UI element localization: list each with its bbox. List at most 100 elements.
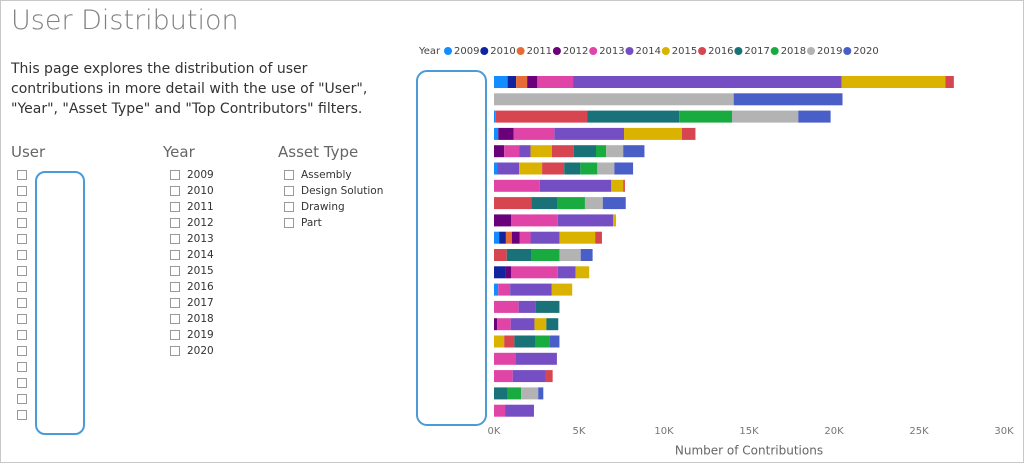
bar-segment bbox=[584, 197, 603, 210]
bar-segment bbox=[527, 76, 538, 88]
slicer-title: User bbox=[11, 143, 46, 161]
slicer-item[interactable] bbox=[17, 263, 34, 279]
slicer-item-label: Drawing bbox=[301, 201, 345, 213]
x-tick-label: 30K bbox=[994, 426, 1014, 437]
slicer-item[interactable] bbox=[17, 343, 34, 359]
bar-segment bbox=[538, 387, 544, 400]
bar-segment bbox=[573, 145, 596, 158]
slicer-item[interactable]: 2016 bbox=[170, 279, 214, 295]
slicer-item[interactable]: 2015 bbox=[170, 263, 214, 279]
slicer-item[interactable]: 2017 bbox=[170, 295, 214, 311]
slicer-item[interactable] bbox=[17, 231, 34, 247]
bar-segment bbox=[580, 249, 593, 261]
slicer-item-label: 2018 bbox=[187, 313, 214, 325]
slicer-item[interactable] bbox=[17, 295, 34, 311]
checkbox bbox=[17, 330, 27, 340]
slicer-item[interactable]: Part bbox=[284, 215, 383, 231]
checkbox bbox=[17, 250, 27, 260]
bar-segment bbox=[545, 370, 553, 383]
checkbox bbox=[170, 314, 180, 324]
bar-segment bbox=[575, 266, 590, 279]
slicer-item[interactable] bbox=[17, 375, 34, 391]
bar-segment bbox=[521, 387, 539, 400]
slicer-item[interactable] bbox=[17, 327, 34, 343]
bar-segment bbox=[511, 266, 558, 279]
slicer-item[interactable] bbox=[17, 215, 34, 231]
slicer-item[interactable]: 2010 bbox=[170, 183, 214, 199]
bar-segment bbox=[494, 93, 734, 106]
slicer-item[interactable] bbox=[17, 247, 34, 263]
bar-segment bbox=[559, 249, 581, 261]
checkbox bbox=[170, 346, 180, 356]
slicer-item[interactable] bbox=[17, 279, 34, 295]
bar-segment bbox=[497, 318, 511, 331]
legend-swatch bbox=[734, 47, 743, 55]
slicer-item[interactable] bbox=[17, 391, 34, 407]
slicer-item[interactable]: Assembly bbox=[284, 167, 383, 183]
checkbox bbox=[17, 282, 27, 292]
legend-swatch bbox=[589, 47, 598, 55]
checkbox bbox=[17, 410, 27, 420]
slicer-item[interactable] bbox=[17, 407, 34, 423]
x-tick-label: 15K bbox=[739, 426, 759, 437]
bar-segment bbox=[613, 214, 617, 227]
bar-segment bbox=[514, 335, 536, 348]
slicer-item[interactable]: 2020 bbox=[170, 343, 214, 359]
bar-segment bbox=[504, 335, 515, 348]
checkbox bbox=[17, 346, 27, 356]
slicer-item[interactable]: 2011 bbox=[170, 199, 214, 215]
slicer-item[interactable] bbox=[17, 359, 34, 375]
checkbox bbox=[284, 202, 294, 212]
slicer-item[interactable]: 2014 bbox=[170, 247, 214, 263]
checkbox bbox=[284, 186, 294, 196]
x-tick-label: 0K bbox=[488, 426, 501, 437]
bar-segment bbox=[557, 197, 585, 210]
slicer-item[interactable]: 2018 bbox=[170, 311, 214, 327]
bar-segment bbox=[498, 283, 511, 296]
slicer-item-label: 2013 bbox=[187, 233, 214, 245]
bar-segment bbox=[494, 162, 498, 175]
bar-segment bbox=[537, 76, 574, 88]
slicer-item[interactable] bbox=[17, 167, 34, 183]
bar-segment bbox=[499, 231, 506, 244]
legend-title: Year bbox=[418, 46, 441, 57]
bar-segment bbox=[494, 249, 507, 261]
slicer-item-label: 2012 bbox=[187, 217, 214, 229]
slicer-item[interactable] bbox=[17, 183, 34, 199]
bar-segment bbox=[505, 404, 534, 417]
slicer-item[interactable]: Drawing bbox=[284, 199, 383, 215]
slicer-title: Asset Type bbox=[278, 143, 359, 161]
legend-swatch bbox=[516, 47, 525, 55]
checkbox bbox=[170, 266, 180, 276]
bar-segment bbox=[494, 145, 505, 158]
legend-swatch bbox=[698, 47, 707, 55]
slicer-item[interactable]: 2009 bbox=[170, 167, 214, 183]
checkbox bbox=[170, 250, 180, 260]
slicer-item[interactable] bbox=[17, 311, 34, 327]
checkbox bbox=[17, 298, 27, 308]
x-tick-label: 10K bbox=[654, 426, 674, 437]
bar-segment bbox=[513, 127, 555, 140]
slicer-item[interactable]: 2019 bbox=[170, 327, 214, 343]
checkbox bbox=[170, 298, 180, 308]
bar-segment bbox=[494, 283, 499, 296]
legend-swatch bbox=[843, 47, 852, 55]
bar-segment bbox=[494, 318, 498, 331]
legend-swatch bbox=[444, 47, 452, 55]
bar-segment bbox=[515, 352, 557, 365]
slicer-item[interactable]: 2012 bbox=[170, 215, 214, 231]
legend-label: 2016 bbox=[708, 46, 733, 57]
slicer-item[interactable] bbox=[17, 199, 34, 215]
slicer-item[interactable]: Design Solution bbox=[284, 183, 383, 199]
bar-segment bbox=[606, 145, 624, 158]
slicer-item-label: 2017 bbox=[187, 297, 214, 309]
bar-segment bbox=[611, 179, 624, 192]
redaction bbox=[35, 171, 85, 435]
checkbox bbox=[17, 266, 27, 276]
legend-label: 2013 bbox=[599, 46, 624, 57]
bar-segment bbox=[494, 266, 506, 279]
bar-segment bbox=[494, 370, 513, 383]
slicer-item[interactable]: 2013 bbox=[170, 231, 214, 247]
checkbox bbox=[170, 234, 180, 244]
